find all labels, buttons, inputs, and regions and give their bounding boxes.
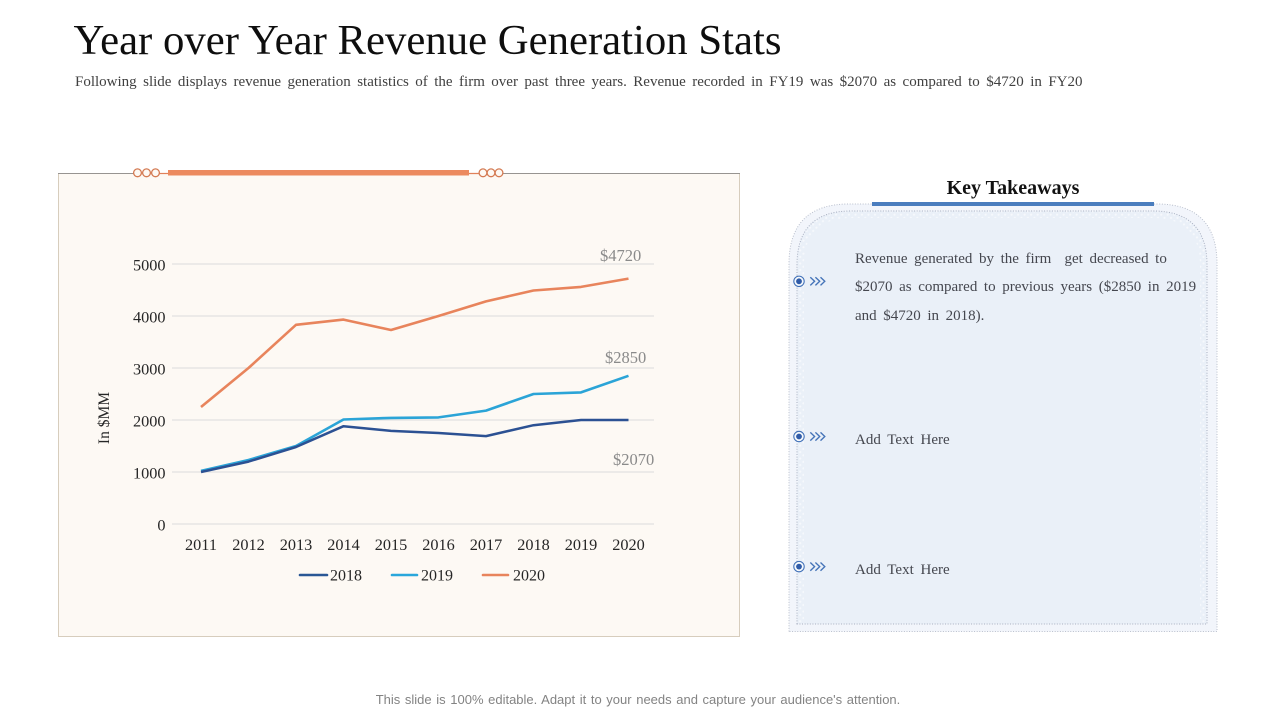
svg-text:2020: 2020 bbox=[513, 568, 545, 585]
svg-text:2017: 2017 bbox=[470, 535, 503, 554]
svg-text:2019: 2019 bbox=[565, 535, 598, 554]
svg-text:2011: 2011 bbox=[185, 535, 217, 554]
svg-text:2020: 2020 bbox=[612, 535, 645, 554]
svg-text:2018: 2018 bbox=[330, 568, 362, 585]
svg-text:$2070: $2070 bbox=[613, 450, 654, 469]
svg-text:$4720: $4720 bbox=[600, 246, 641, 265]
svg-text:1000: 1000 bbox=[133, 463, 166, 482]
svg-text:2016: 2016 bbox=[422, 535, 455, 554]
svg-text:2013: 2013 bbox=[280, 535, 313, 554]
svg-text:In $MM: In $MM bbox=[96, 392, 113, 444]
svg-text:2018: 2018 bbox=[517, 535, 550, 554]
svg-text:2019: 2019 bbox=[421, 568, 453, 585]
svg-text:5000: 5000 bbox=[133, 255, 166, 274]
svg-text:2000: 2000 bbox=[133, 411, 166, 430]
svg-text:0: 0 bbox=[157, 515, 165, 534]
svg-text:2012: 2012 bbox=[232, 535, 265, 554]
svg-text:3000: 3000 bbox=[133, 359, 166, 378]
svg-text:$2850: $2850 bbox=[605, 348, 646, 367]
svg-text:2015: 2015 bbox=[375, 535, 408, 554]
svg-text:4000: 4000 bbox=[133, 307, 166, 326]
svg-text:2014: 2014 bbox=[327, 535, 360, 554]
